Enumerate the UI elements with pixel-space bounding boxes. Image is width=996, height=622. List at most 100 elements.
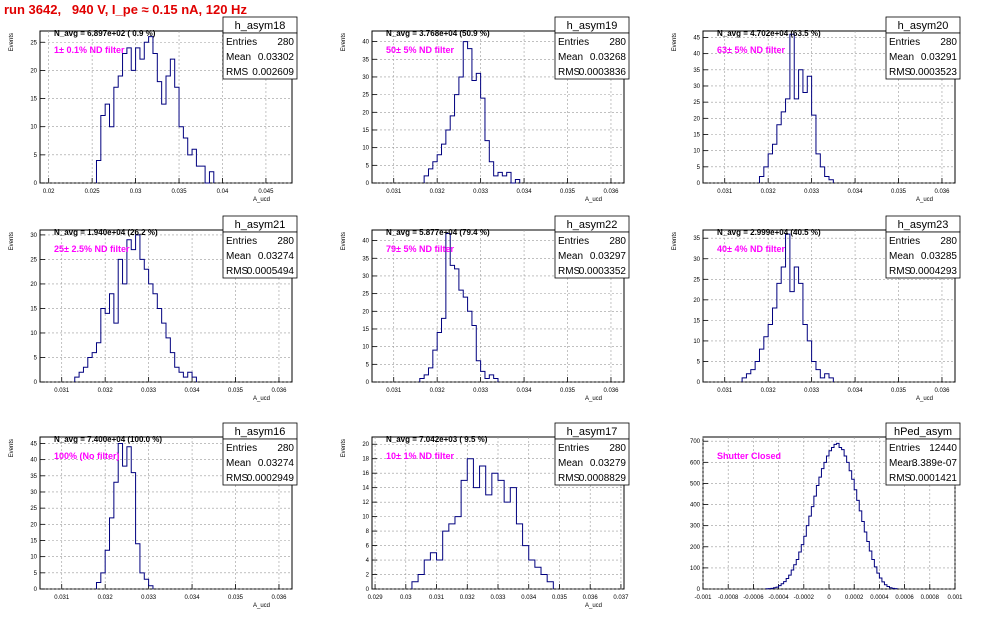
y-tick-label: 25 [362, 292, 369, 298]
x-tick-label: 0.036 [271, 388, 287, 394]
x-tick-label: 0.033 [141, 388, 157, 394]
x-tick-label: 0.031 [54, 595, 70, 601]
x-tick-label: 0.0002 [845, 595, 864, 601]
stats-value: 0.03274 [258, 251, 295, 262]
x-tick-label: 0.03 [400, 595, 412, 601]
y-tick-label: 0 [697, 587, 701, 593]
y-tick-label: 30 [693, 257, 700, 263]
histogram-outline [95, 442, 154, 589]
y-tick-label: 25 [362, 93, 369, 99]
y-tick-label: 25 [30, 40, 37, 46]
x-tick-label: 0.033 [804, 388, 820, 394]
navg-label: N_avg = 1.940e+04 (26.2 %) [54, 228, 158, 237]
stats-key: Entries [889, 236, 920, 247]
stats-key: Entries [558, 37, 589, 48]
stats-key: Mean [226, 52, 251, 63]
stats-title: h_asym18 [235, 20, 286, 32]
y-tick-label: 35 [693, 236, 700, 242]
stats-value: 0.03274 [258, 458, 295, 469]
x-tick-label: 0.034 [185, 595, 201, 601]
x-tick-label: 0.031 [386, 189, 402, 195]
x-tick-label: 0.035 [560, 388, 576, 394]
y-tick-label: 300 [690, 524, 701, 530]
stats-box [554, 32, 630, 80]
filter-label: 79± 5% ND filter [386, 244, 454, 254]
filter-label: 50± 5% ND filter [386, 45, 454, 55]
x-tick-label: 0.032 [430, 189, 446, 195]
y-tick-label: 40 [362, 239, 369, 245]
panel-h_asym19: 0.031 0.032 0.033 0.034 0.035 0.036 0 5 10 15 20 25… [341, 16, 630, 203]
y-tick-label: 15 [693, 318, 700, 324]
y-tick-label: 14 [362, 486, 369, 492]
y-tick-label: 8 [366, 529, 370, 535]
y-axis-label: Events [672, 232, 678, 250]
x-tick-label: 0.0006 [895, 595, 914, 601]
y-axis-label: Events [9, 232, 15, 250]
x-axis-label: A_ucd [916, 396, 933, 402]
x-tick-label: 0.035 [228, 595, 244, 601]
x-tick-label: -0.0008 [718, 595, 739, 601]
navg-label: N_avg = 7.400e+04 (100.0 %) [54, 435, 162, 444]
stats-value: 280 [609, 37, 626, 48]
y-tick-label: 15 [30, 306, 37, 312]
stats-key: Mean [889, 52, 914, 63]
y-axis-label: Events [341, 439, 347, 457]
y-tick-label: 15 [30, 97, 37, 103]
x-tick-label: 0.03 [130, 189, 142, 195]
y-tick-label: 40 [362, 40, 369, 46]
x-tick-label: 0.036 [603, 388, 619, 394]
stats-key: RMS [226, 67, 249, 78]
histogram-outline [741, 233, 834, 382]
y-tick-label: 500 [690, 481, 701, 487]
y-tick-label: 0 [366, 380, 370, 386]
x-tick-label: 0.035 [891, 189, 907, 195]
stats-title: h_asym17 [567, 426, 618, 438]
y-tick-label: 0 [366, 181, 370, 187]
x-tick-label: 0.032 [98, 388, 114, 394]
y-tick-label: 35 [362, 256, 369, 262]
stats-value: 0.002609 [252, 67, 294, 78]
x-tick-label: 0.036 [934, 189, 950, 195]
y-tick-label: 30 [30, 490, 37, 496]
y-tick-label: 45 [693, 35, 700, 41]
stats-value: 0.03285 [921, 251, 958, 262]
y-tick-label: 10 [30, 331, 37, 337]
y-tick-label: 18 [362, 457, 369, 463]
y-tick-label: 0 [366, 587, 370, 593]
y-tick-label: 40 [693, 52, 700, 58]
stats-key: RMS [226, 266, 249, 277]
y-tick-label: 15 [693, 132, 700, 138]
histogram-outline [423, 41, 521, 184]
stats-title: h_asym20 [898, 20, 949, 32]
x-tick-label: 0.033 [141, 595, 157, 601]
y-tick-label: 0 [697, 380, 701, 386]
stats-box [885, 438, 961, 486]
x-tick-label: 0.035 [560, 189, 576, 195]
navg-label: N_avg = 6.897e+02 ( 0.9 %) [54, 29, 156, 38]
stats-box [222, 32, 298, 80]
x-tick-label: 0.032 [761, 388, 777, 394]
x-axis-label: A_ucd [585, 197, 602, 203]
stats-key: Mean [226, 251, 251, 262]
stats-box [885, 231, 961, 279]
stats-key: Entries [558, 443, 589, 454]
stats-title: h_asym19 [567, 20, 618, 32]
filter-label: 10± 1% ND filter [386, 451, 454, 461]
y-tick-label: 20 [693, 116, 700, 122]
y-tick-label: 20 [693, 298, 700, 304]
stats-title: h_asym21 [235, 219, 286, 231]
x-tick-label: 0 [827, 595, 831, 601]
page-title: run 3642, 940 V, I_pe ≈ 0.15 nA, 120 Hz [4, 2, 247, 17]
stats-value: 0.03302 [258, 52, 295, 63]
histogram-outline [411, 458, 554, 589]
y-tick-label: 15 [30, 538, 37, 544]
filter-label: Shutter Closed [717, 451, 781, 461]
stats-value: 0.0005494 [247, 266, 295, 277]
y-tick-label: 200 [690, 545, 701, 551]
histogram-outline [74, 234, 197, 382]
x-tick-label: 0.025 [85, 189, 101, 195]
y-tick-label: 20 [30, 522, 37, 528]
navg-label: N_avg = 4.702e+04 (63.5 %) [717, 29, 821, 38]
y-tick-label: 25 [693, 277, 700, 283]
